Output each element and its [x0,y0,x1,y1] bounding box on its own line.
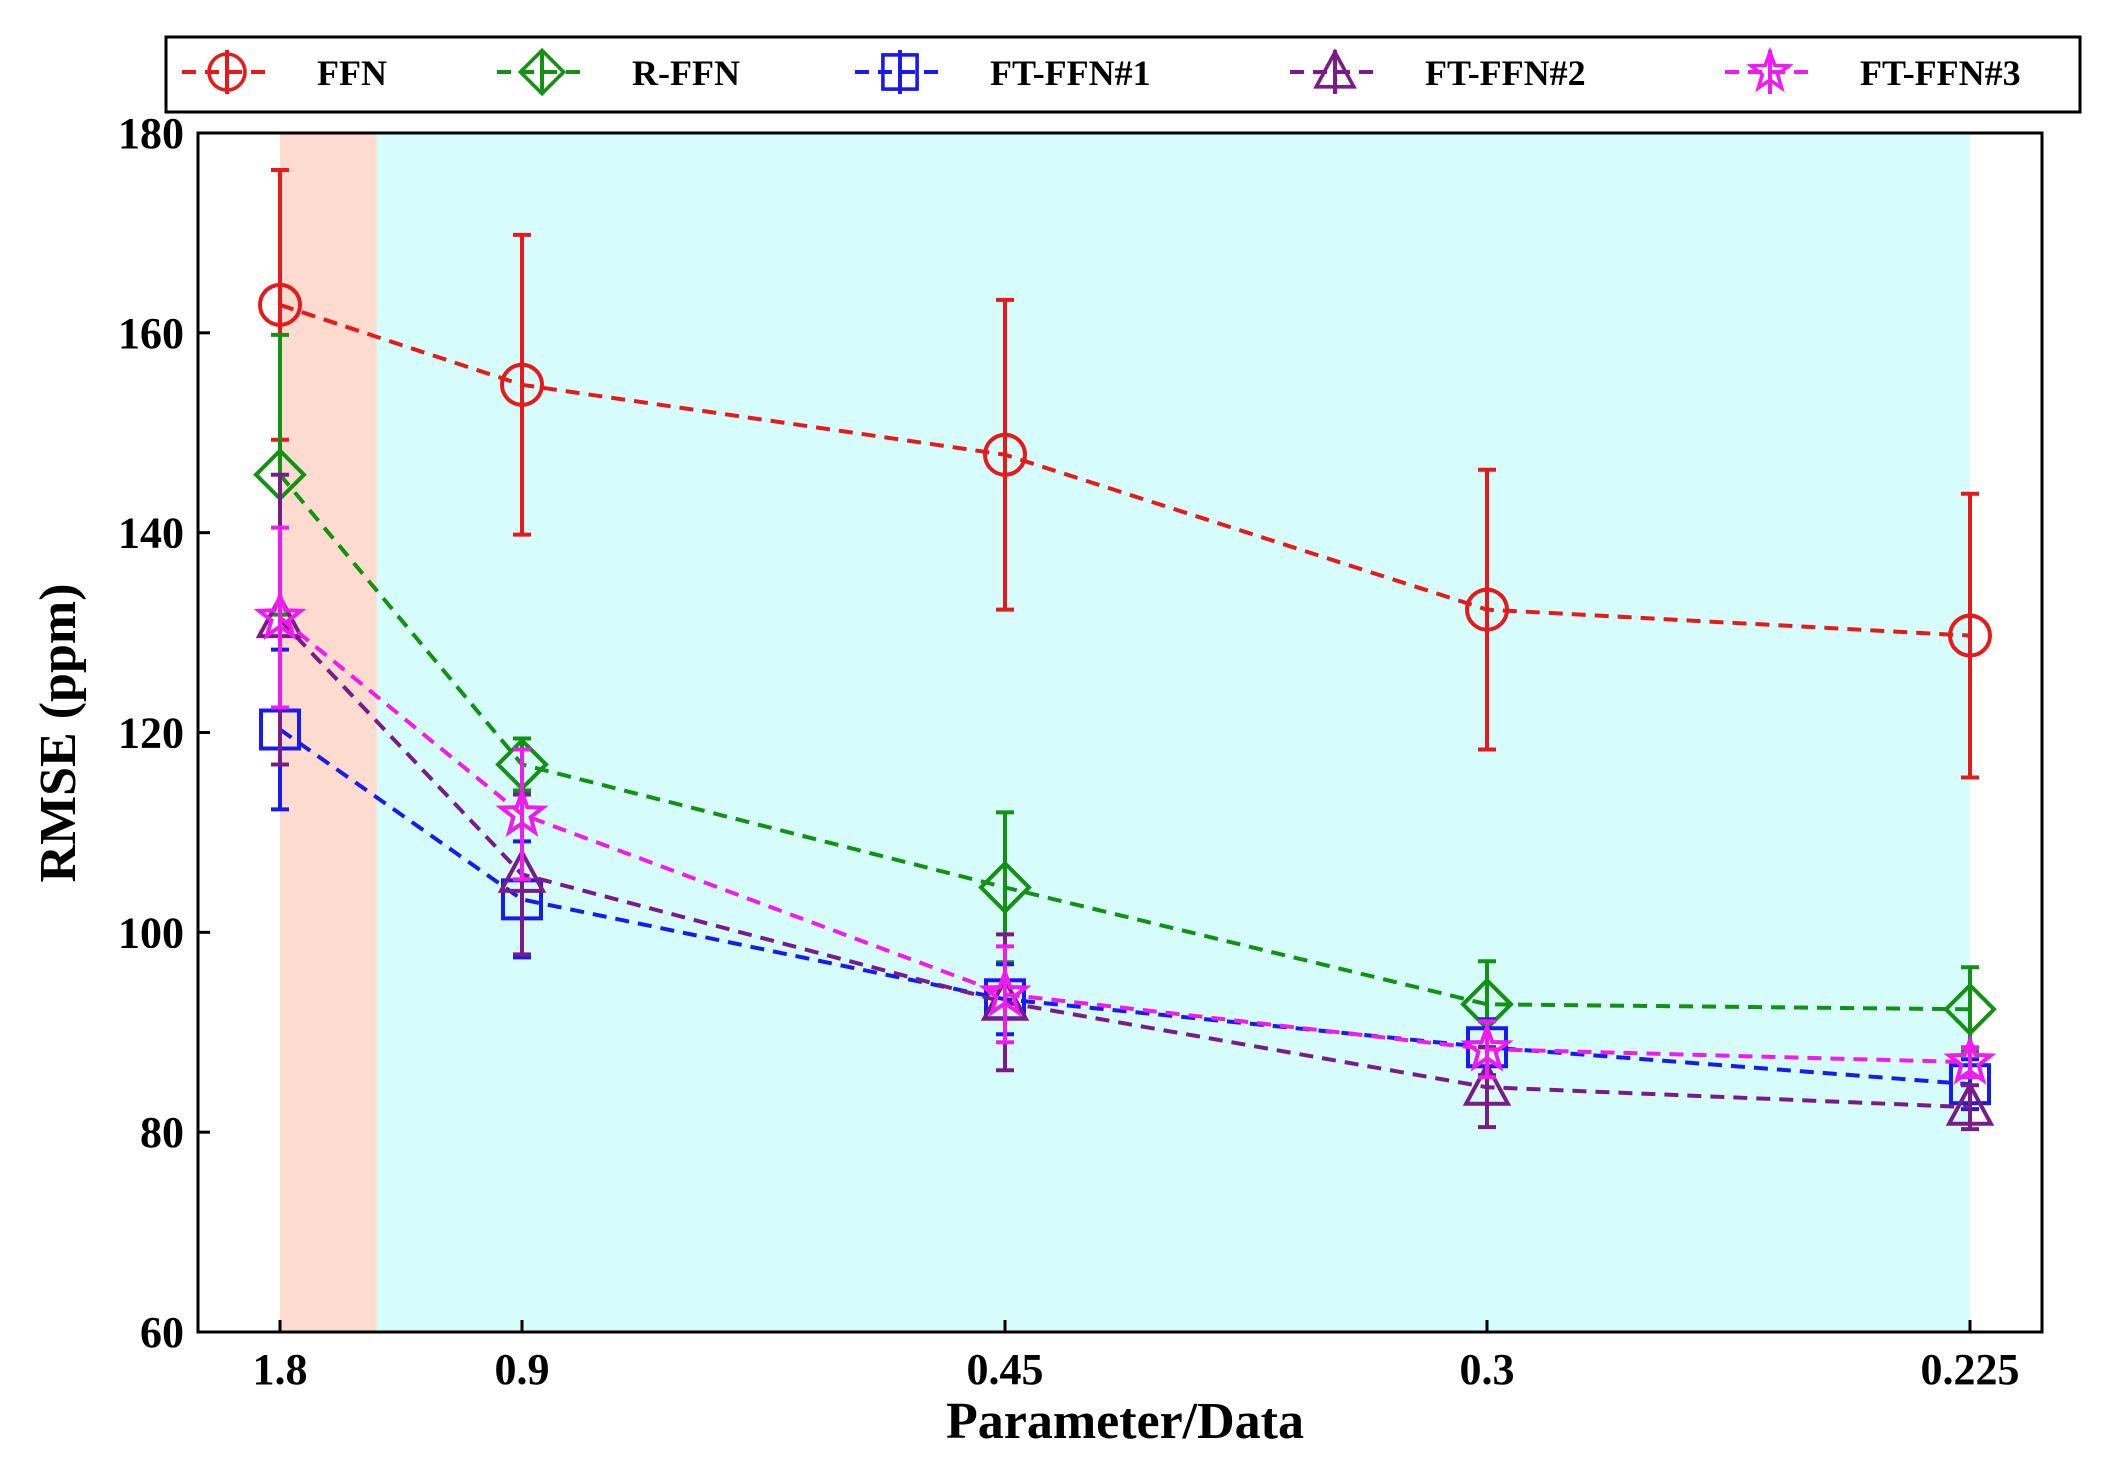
x-tick-label-4: 0.225 [1921,1345,2020,1394]
legend: FFN R-FFN FT-FFN#1 FT-FFN#2 FT-FFN#3 [164,35,2082,114]
y-tick-label-160: 160 [118,309,184,358]
data-point-r-ffn-4 [1943,982,1997,1037]
legend-marker-ft-ffn-1-shape [881,53,919,91]
shaded-region-pink [280,133,377,1332]
legend-marker-r-ffn [517,47,567,97]
legend-label-ft-ffn-1: FT-FFN#1 [990,53,1151,93]
legend-label-ft-ffn-3: FT-FFN#3 [1860,53,2021,93]
data-point-ft-ffn-2-3 [1462,1061,1512,1106]
legend-marker-ffn [207,52,247,92]
data-point-ffn-1-shape [500,362,544,407]
data-point-ft-ffn-3-3 [1460,1021,1514,1072]
shaded-region-cyan [376,133,1970,1332]
x-tick-label-3: 0.3 [1460,1345,1515,1394]
legend-label-r-ffn: R-FFN [632,53,740,93]
legend-marker-ft-ffn-2-shape [1313,48,1357,89]
legend-item-ft-ffn-2: FT-FFN#2 [1290,48,1586,94]
series-ffn [258,167,1992,780]
x-tick-label-1: 0.9 [495,1345,550,1394]
shaded-bands [280,133,1970,1332]
y-tick-label-80: 80 [140,1108,184,1157]
data-point-ft-ffn-3-3-shape [1460,1021,1514,1072]
data-point-ft-ffn-3-4 [1943,1034,1997,1085]
data-point-ft-ffn-2-4-shape [1945,1080,1995,1126]
data-point-ffn-3-shape [1465,587,1509,632]
legend-label-ft-ffn-2: FT-FFN#2 [1425,53,1586,93]
legend-marker-ft-ffn-2 [1313,48,1357,89]
x-axis-title: Parameter/Data [946,1393,1304,1450]
data-point-ft-ffn-2-3-shape [1462,1061,1512,1106]
data-point-ffn-0-shape [258,282,302,327]
data-point-ft-ffn-3-4-shape [1943,1034,1997,1085]
data-point-ft-ffn-3-1 [495,786,549,837]
data-point-ft-ffn-3-1-shape [495,786,549,837]
series-line-ft-ffn-3 [278,616,1971,1065]
data-point-ffn-3 [1465,587,1509,632]
data-point-ffn-1 [500,362,544,407]
series-layer [253,167,1997,1132]
data-point-r-ffn-2 [978,860,1032,915]
legend-marker-ft-ffn-1 [881,53,919,91]
data-point-ft-ffn-3-0 [253,589,307,641]
legend-item-ffn: FFN [182,50,387,94]
y-tick-label-140: 140 [118,509,184,558]
data-point-ffn-2 [983,432,1027,477]
y-tick-label-100: 100 [118,908,184,957]
axis-ticks: 60 80 100 120 140 160 180 1.8 0.9 0.45 0.3 0.225 [118,109,2020,1394]
data-point-ffn-2-shape [983,432,1027,477]
y-tick-label-120: 120 [118,709,184,758]
data-point-ft-ffn-2-1-shape [497,848,547,893]
x-tick-label-0: 1.8 [253,1345,308,1394]
data-point-ft-ffn-3-0-shape [253,589,307,641]
data-point-ft-ffn-2-4 [1945,1080,1995,1126]
data-point-ft-ffn-3-2-shape [978,966,1032,1017]
legend-marker-ft-ffn-3 [1746,46,1794,93]
data-point-ft-ffn-2-1 [497,848,547,893]
data-point-r-ffn-4-shape [1943,982,1997,1037]
y-tick-label-60: 60 [140,1308,184,1357]
data-point-r-ffn-2-shape [978,860,1032,915]
data-point-ffn-4-shape [1948,613,1992,658]
y-tick-label-180: 180 [118,109,184,158]
legend-marker-r-ffn-shape [517,47,567,97]
series-ft-ffn-3 [253,525,1997,1085]
legend-item-ft-ffn-1: FT-FFN#1 [855,50,1151,94]
legend-item-ft-ffn-3: FT-FFN#3 [1725,46,2021,94]
legend-marker-ft-ffn-3-shape [1746,46,1794,93]
legend-item-r-ffn: R-FFN [497,47,740,97]
x-tick-label-2: 0.45 [967,1345,1044,1394]
y-axis-title: RMSE (ppm) [30,583,87,882]
data-point-ft-ffn-3-2 [978,966,1032,1017]
data-point-ffn-0 [258,282,302,327]
legend-label-ffn: FFN [317,53,387,93]
data-point-ffn-4 [1948,613,1992,658]
legend-marker-ffn-shape [207,52,247,92]
